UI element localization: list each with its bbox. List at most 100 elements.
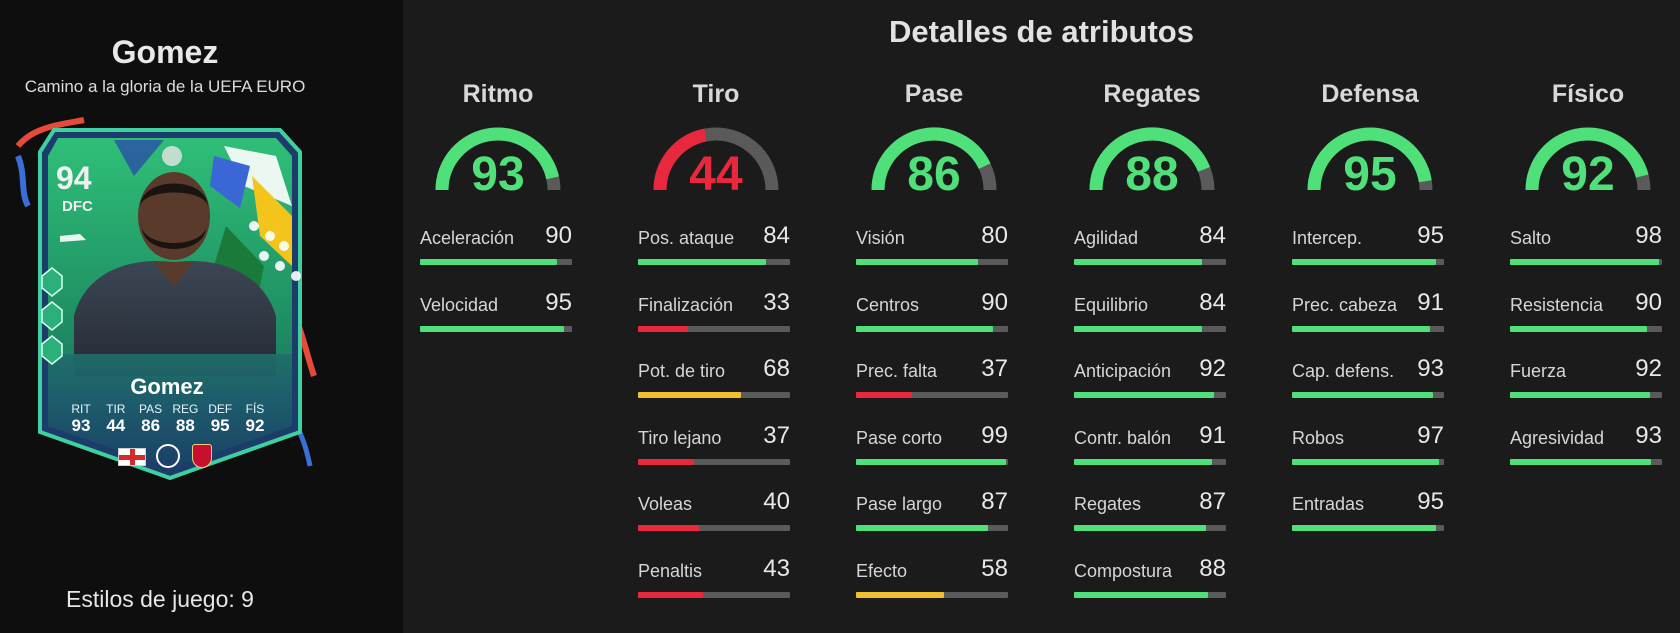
category-title: Tiro [692,80,740,108]
stat-bar-fill [856,325,993,332]
card-stat: FÍS 92 [240,402,270,436]
stat-label: Cap. defens. [1292,361,1395,381]
stat-bar-fill [856,259,978,265]
stat-value: 95 [545,288,572,316]
stat-label: Agresividad [1510,427,1605,448]
category-gauge: 95 [1290,120,1450,202]
stat-label: Pase corto [856,427,943,448]
player-name: Gomez [111,34,219,70]
gauge-fill [1307,127,1432,191]
stat-label: Voleas [638,494,693,514]
stat-label: Tiro lejano [638,427,722,448]
stat-label: Aceleración [420,228,515,248]
stat-bar [1292,259,1444,265]
stat-bar [1292,325,1444,332]
card-stat-value: 86 [141,416,161,435]
gauge-fill [435,127,559,191]
stat-label: Contr. balón [1074,427,1172,448]
attribute-column: Físico 92 Salto 98 Resistencia 90 Fuerza 92 Agre… [1508,80,1668,480]
stat-row: Centros 90 [854,281,1014,348]
card-stat-value: 95 [210,416,230,435]
card-stat-value: 88 [175,416,195,435]
stat-value: 43 [763,554,790,582]
stat-label: Finalización [638,294,734,315]
card-stat: RIT 93 [66,402,96,436]
category-value: 92 [1561,148,1615,201]
stat-label: Equilibrio [1074,294,1149,315]
player-card[interactable]: 94 DFC Gomez RIT 93 TIR 44 PAS 86 REG 88… [14,116,320,492]
attribute-column: Ritmo 93 Aceleración 90 Velocidad 95 [418,80,578,347]
gauge-arc [653,127,779,191]
stat-value: 92 [1199,355,1226,382]
stat-value: 90 [981,288,1008,316]
card-stat-label: RIT [71,402,91,416]
stat-value: 84 [1199,288,1226,316]
card-player-name: Gomez [130,374,204,399]
stat-bar [1074,525,1226,531]
stat-label: Penaltis [638,560,703,581]
category-value: 93 [471,148,525,201]
stat-bar-fill [420,259,557,265]
stat-row: Prec. cabeza 91 [1290,281,1450,348]
category-gauge: 93 [418,120,578,202]
stat-value: 99 [981,421,1008,449]
stat-row: Intercep. 95 [1290,214,1450,281]
gauge-arc [1089,127,1215,191]
card-subtitle: Camino a la gloria de la UEFA EURO [24,77,306,96]
stat-value: 95 [1417,488,1444,515]
stat-bar [638,325,790,332]
stat-row: Aceleración 90 [418,214,578,281]
card-stat-label: PAS [139,402,163,416]
stat-bar [420,325,572,332]
stat-value: 98 [1635,222,1662,249]
stat-bar-fill [638,525,699,531]
category-value: 86 [907,148,961,201]
stat-bar-fill [1510,392,1650,398]
category-title: Ritmo [462,80,534,108]
category-value: 95 [1343,148,1397,201]
stat-bar [1510,259,1662,265]
stat-bar [638,525,790,531]
stat-bar-fill [1292,392,1434,398]
stat-row: Penaltis 43 [636,547,796,614]
stat-row: Cap. defens. 93 [1290,347,1450,414]
stat-value: 68 [763,355,790,382]
stat-row: Efecto 58 [854,547,1014,614]
gauge-arc [871,127,997,191]
stat-bar [856,325,1008,332]
stat-bar [856,525,1008,531]
stat-row: Pase corto 99 [854,414,1014,481]
stat-row: Equilibrio 84 [1072,281,1232,348]
stat-bar-fill [420,325,565,332]
stat-bar [1074,392,1226,398]
stat-bar [1292,458,1444,465]
stat-bar-fill [856,591,945,598]
stat-value: 91 [1417,288,1444,316]
stat-row: Agresividad 93 [1508,414,1668,481]
stat-label: Efecto [856,560,908,581]
stat-value: 33 [763,288,790,316]
stat-row: Resistencia 90 [1508,281,1668,348]
gauge-fill [1525,127,1649,191]
stat-bar-fill [638,325,689,332]
stat-bar [856,458,1008,465]
stat-bar [638,458,790,465]
stat-value: 87 [1199,488,1226,515]
stat-bar-fill [1510,458,1652,465]
category-gauge: 92 [1508,120,1668,202]
stat-row: Fuerza 92 [1508,347,1668,414]
stat-bar [856,591,1008,598]
stat-bar [1074,458,1226,465]
card-stat-value: 92 [245,416,265,435]
card-position: DFC [62,198,93,215]
category-gauge: 86 [854,120,1014,202]
stat-row: Voleas 40 [636,480,796,547]
stat-row: Robos 97 [1290,414,1450,481]
stat-bar-fill [856,392,913,398]
stat-bar-fill [638,259,766,265]
stat-label: Resistencia [1510,294,1604,315]
stat-row: Contr. balón 91 [1072,414,1232,481]
stat-label: Prec. falta [856,361,938,381]
stat-value: 84 [1199,222,1226,249]
stat-bar [1074,325,1226,332]
